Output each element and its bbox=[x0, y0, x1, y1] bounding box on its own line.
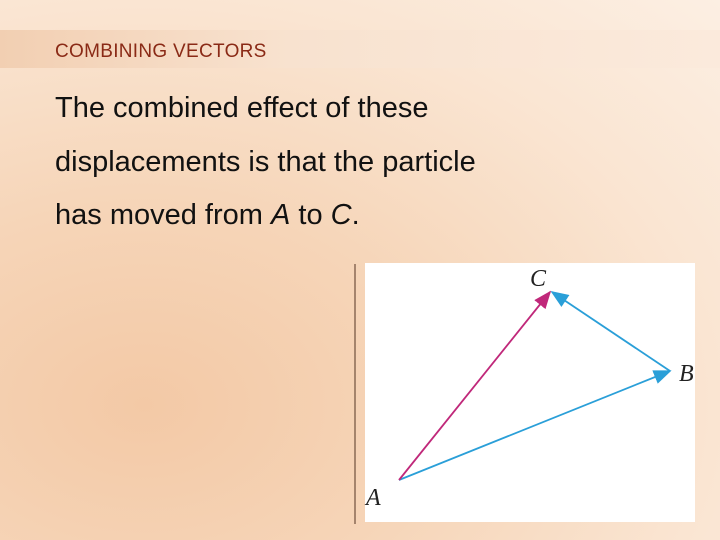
body-text: The combined effect of these displacement… bbox=[55, 82, 476, 243]
vector-figure: A B C bbox=[354, 263, 695, 524]
point-label: A bbox=[364, 485, 381, 511]
point-label: B bbox=[679, 361, 694, 387]
text: has moved from bbox=[55, 199, 271, 231]
slide-title: COMBINING VECTORS bbox=[55, 41, 267, 62]
text: The combined effect of these bbox=[55, 92, 429, 124]
body-line: The combined effect of these bbox=[55, 82, 476, 136]
italic-text: A bbox=[270, 199, 291, 231]
text: to bbox=[290, 199, 331, 231]
header-band bbox=[0, 30, 720, 68]
figure-panel bbox=[365, 263, 695, 522]
body-line: displacements is that the particle bbox=[55, 136, 476, 190]
italic-text: C bbox=[330, 199, 352, 231]
vector-bc bbox=[550, 290, 671, 372]
point-label: C bbox=[530, 266, 547, 292]
text: . bbox=[351, 199, 360, 231]
body-line: has moved from A to C. bbox=[55, 189, 476, 243]
vector-ac bbox=[398, 290, 552, 481]
text: displacements is that the particle bbox=[55, 145, 476, 178]
vector-ab bbox=[398, 370, 672, 481]
